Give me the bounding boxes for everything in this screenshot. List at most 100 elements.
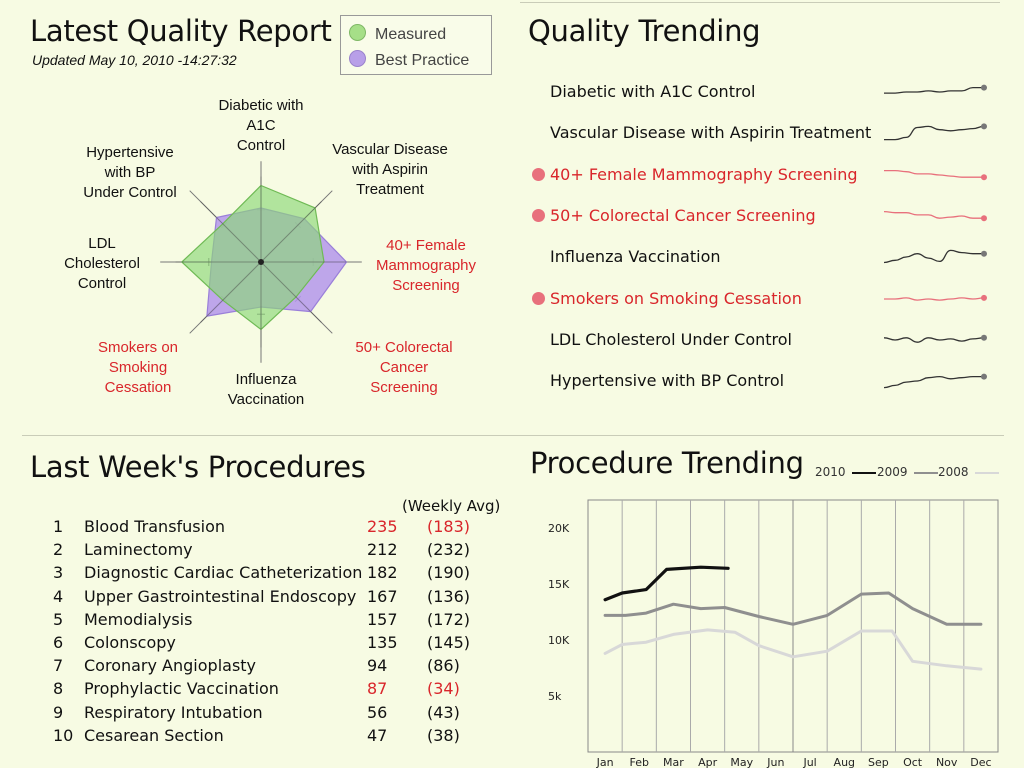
procedure-name: Respiratory Intubation xyxy=(84,702,263,722)
radar-axis-label-line: 50+ Colorectal xyxy=(355,339,453,356)
x-tick-label: Sep xyxy=(868,756,889,768)
procedure-weekly-avg: (34) xyxy=(427,679,460,699)
procedure-weekly-avg: (183) xyxy=(427,517,471,536)
legend-2010-label: 2010 xyxy=(815,465,846,479)
procedure-weekly-avg: (86) xyxy=(427,656,460,676)
x-tick-label: Oct xyxy=(903,756,923,768)
sparkline-path xyxy=(884,86,984,94)
radar-axis-label-line: Influenza xyxy=(235,371,297,388)
x-tick-label: Dec xyxy=(970,756,991,768)
quality-radar-chart xyxy=(160,161,362,363)
procedure-rank: 4 xyxy=(53,586,64,606)
radar-center-dot xyxy=(258,259,264,265)
sparkline-endpoint xyxy=(981,334,987,341)
sparkline-path xyxy=(884,126,985,141)
procedure-weekly-avg: (145) xyxy=(427,633,471,652)
x-tick-label: Jun xyxy=(766,756,784,768)
legend-measured-label: Measured xyxy=(375,26,447,43)
procedure-count: 212 xyxy=(367,540,398,560)
radar-axis-label: Vascular Disease with Aspirin Treatment xyxy=(320,140,460,200)
radar-axis-label: LDL Cholesterol Control xyxy=(32,234,172,294)
measured-polygon xyxy=(180,184,325,331)
sparkline-endpoint xyxy=(981,173,987,180)
section-divider xyxy=(22,435,1004,436)
radar-axis-label: 50+ Colorectal Cancer Screening xyxy=(334,338,474,398)
procedure-weekly-avg: (43) xyxy=(427,702,460,722)
measured-swatch xyxy=(349,24,366,41)
radar-axis-label: 40+ Female Mammography Screening xyxy=(356,236,496,296)
sparkline-endpoint xyxy=(981,250,987,257)
radar-axis-label-line: Smoking xyxy=(108,359,168,376)
sparkline-endpoint xyxy=(981,123,987,130)
sparkline xyxy=(884,169,987,180)
radar-axis-label-line: A1C xyxy=(246,117,276,134)
sparkline xyxy=(884,84,987,94)
procedure-count: 87 xyxy=(367,679,388,699)
best-practice-swatch xyxy=(349,50,366,67)
report-updated: Updated May 10, 2010 -14:27:32 xyxy=(32,52,237,68)
radar-axis-label-line: Screening xyxy=(370,379,438,396)
radar-legend: Measured Best Practice xyxy=(340,15,492,75)
sparkline-path xyxy=(883,249,984,264)
procedure-name: Memodialysis xyxy=(84,609,193,629)
procedure-count: 47 xyxy=(367,725,388,745)
legend-2010-line xyxy=(851,471,876,474)
procedure-count: 135 xyxy=(367,633,398,652)
series-line-2008 xyxy=(603,628,983,671)
sparkline-endpoint xyxy=(981,294,987,301)
procedure-count: 235 xyxy=(367,517,398,536)
x-tick-label: Aug xyxy=(834,756,855,768)
procedure-name: Colonscopy xyxy=(84,633,176,652)
sparkline-path xyxy=(883,296,985,301)
legend-2010: 2010 xyxy=(815,465,876,479)
radar-axis-label-line: Control xyxy=(77,275,127,292)
radar-axis-label-line: Cancer xyxy=(379,359,429,376)
procedure-trending-title: Procedure Trending xyxy=(530,446,804,480)
procedure-weekly-avg: (136) xyxy=(427,586,471,606)
radar-axis-line xyxy=(200,201,262,263)
alert-dot xyxy=(532,291,545,305)
procedure-rank: 3 xyxy=(53,563,64,583)
procedure-weekly-avg: (190) xyxy=(427,563,471,583)
quality-trend-item[interactable]: Diabetic with A1C Control xyxy=(550,82,756,101)
procedure-name: Coronary Angioplasty xyxy=(84,656,257,676)
procedure-name: Laminectomy xyxy=(84,540,193,560)
x-tick-label: Feb xyxy=(630,756,649,768)
quality-trend-item[interactable]: Hypertensive with BP Control xyxy=(550,371,785,391)
radar-axis-label: Smokers on Smoking Cessation xyxy=(68,338,208,398)
quality-trend-item[interactable]: LDL Cholesterol Under Control xyxy=(550,329,792,349)
legend-2009-line xyxy=(913,471,938,474)
procedure-rank: 6 xyxy=(53,633,64,652)
y-tick-label: 10K xyxy=(548,634,570,647)
radar-axis-label: Influenza Vaccination xyxy=(196,370,336,410)
legend-best-practice: Best Practice xyxy=(349,50,469,70)
procedure-count: 56 xyxy=(367,702,388,722)
procedure-rank: 8 xyxy=(53,679,64,699)
sparkline-path xyxy=(884,169,985,178)
procedure-weekly-avg: (38) xyxy=(427,725,460,745)
alert-dot xyxy=(532,167,545,181)
series-line-2009 xyxy=(603,591,983,626)
sparkline-endpoint xyxy=(981,215,987,222)
sparkline xyxy=(883,334,987,343)
sparkline xyxy=(883,373,987,389)
x-tick-label: Jan xyxy=(596,756,614,768)
procedure-name: Diagnostic Cardiac Catheterization xyxy=(84,563,363,583)
radar-axis-line xyxy=(200,261,262,323)
radar-axis-label-line: Hypertensive xyxy=(86,144,174,161)
quality-trend-item[interactable]: 40+ Female Mammography Screening xyxy=(550,164,858,184)
quality-trend-item[interactable]: Smokers on Smoking Cessation xyxy=(550,288,802,308)
procedure-rank: 5 xyxy=(53,609,64,629)
quality-trend-item[interactable]: Vascular Disease with Aspirin Treatment xyxy=(550,123,872,143)
quality-trend-item[interactable]: Influenza Vaccination xyxy=(550,247,721,267)
sparkline-endpoint xyxy=(981,84,987,91)
procedure-count: 167 xyxy=(367,586,398,606)
radar-axis-label: Hypertensive with BP Under Control xyxy=(60,143,200,203)
radar-axis-label-line: with BP xyxy=(104,164,156,181)
radar-axis-label-line: Under Control xyxy=(83,184,177,201)
quality-trend-item[interactable]: 50+ Colorectal Cancer Screening xyxy=(550,205,816,225)
procedures-title: Last Week's Procedures xyxy=(30,450,366,484)
sparkline-path xyxy=(883,336,985,343)
legend-2009-label: 2009 xyxy=(877,465,908,479)
radar-axis-line xyxy=(260,201,322,263)
